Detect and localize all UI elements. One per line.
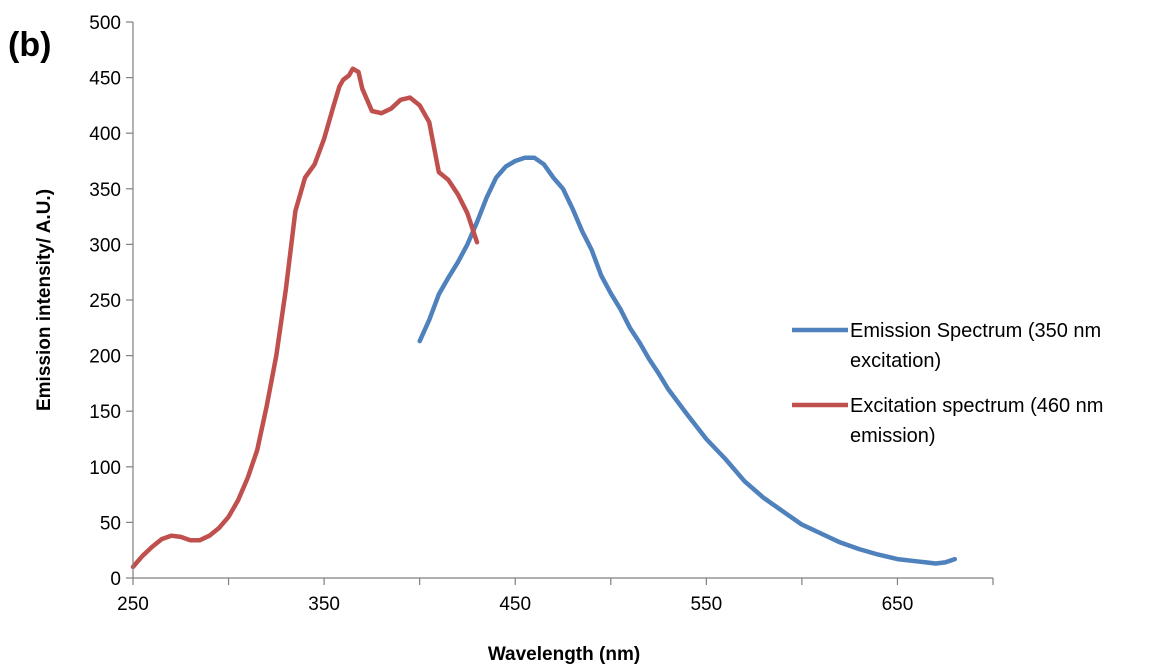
y-tick-label: 200 — [89, 347, 121, 368]
y-tick-label: 300 — [89, 235, 121, 256]
series-line-excitation — [130, 66, 480, 570]
x-axis: 250 350 450 550 650 — [117, 577, 994, 615]
x-tick-label: 550 — [690, 594, 722, 615]
y-axis: 0 50 100 150 200 250 300 350 400 450 500 — [89, 13, 134, 590]
x-tick-label: 350 — [308, 594, 340, 615]
y-tick-label: 0 — [110, 569, 121, 590]
x-axis-title: Wavelength (nm) — [488, 644, 640, 665]
y-tick-label: 250 — [89, 291, 121, 312]
panel-label: (b) — [8, 26, 51, 64]
y-tick-label: 400 — [89, 124, 121, 145]
x-tick-label: 250 — [117, 594, 149, 615]
x-tick-label: 650 — [882, 594, 914, 615]
legend-label: emission) — [850, 425, 936, 447]
legend: Emission Spectrum (350 nm excitation) Exci… — [792, 320, 1103, 447]
x-tick-label: 450 — [499, 594, 531, 615]
y-tick-label: 50 — [100, 513, 121, 534]
legend-item-excitation: Excitation spectrum (460 nm emission) — [792, 395, 1103, 447]
legend-label: Excitation spectrum (460 nm — [850, 395, 1103, 417]
legend-label: excitation) — [850, 350, 941, 372]
plot-area — [130, 66, 958, 570]
y-axis-title: Emission intensity/ A.U.) — [34, 189, 55, 411]
y-tick-label: 350 — [89, 180, 121, 201]
y-tick-label: 450 — [89, 69, 121, 90]
legend-label: Emission Spectrum (350 nm — [850, 320, 1101, 342]
legend-item-emission: Emission Spectrum (350 nm excitation) — [792, 320, 1101, 372]
y-tick-label: 150 — [89, 402, 121, 423]
series-line-emission — [417, 155, 958, 566]
y-tick-label: 500 — [89, 13, 121, 34]
y-tick-label: 100 — [89, 458, 121, 479]
